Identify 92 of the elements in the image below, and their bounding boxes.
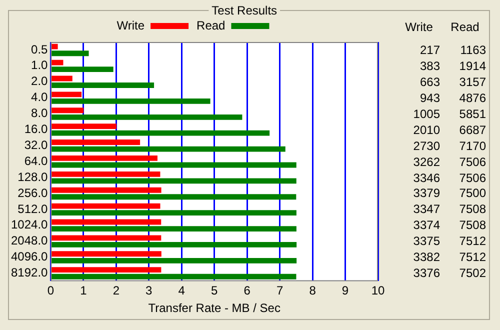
text: Read <box>450 20 480 34</box>
text: 7508 <box>458 218 486 232</box>
bar <box>51 60 64 66</box>
bar <box>51 210 296 216</box>
y-tick-label: 256.0 <box>18 186 48 200</box>
bar <box>51 226 296 232</box>
bar <box>51 178 296 184</box>
y-tick-label: 2048.0 <box>11 234 48 248</box>
text: 3382 <box>412 250 440 264</box>
x-tick-label: 10 <box>371 284 385 298</box>
text: 1914 <box>458 58 486 73</box>
text: 7170 <box>458 138 486 153</box>
text: 4876 <box>458 90 486 105</box>
y-tick-label: 32.0 <box>24 138 48 152</box>
text: Write <box>404 20 434 34</box>
text: 3262 <box>412 154 440 169</box>
text: 663 <box>418 74 440 89</box>
text: 7506 <box>458 170 486 185</box>
text: 383 <box>418 58 440 73</box>
bar <box>51 108 84 114</box>
x-tick-label: 9 <box>342 284 349 298</box>
x-tick-label: 7 <box>276 284 284 298</box>
x-tick-label: 0 <box>47 284 54 298</box>
legend-label: Write <box>116 18 145 32</box>
chart-title: Test Results <box>212 3 278 18</box>
bar <box>51 114 242 120</box>
text: 1163 <box>459 42 486 57</box>
text: 5851 <box>458 106 486 121</box>
y-tick-label: 0.5 <box>31 42 48 56</box>
bar <box>51 194 296 200</box>
text: 3376 <box>412 266 440 280</box>
text: 943 <box>418 90 440 105</box>
x-tick-label: 1 <box>80 284 88 298</box>
bar <box>51 140 140 145</box>
x-tick-label: 3 <box>146 284 153 298</box>
x-tick-label: 6 <box>244 284 251 298</box>
bar <box>51 82 154 88</box>
y-tick-label: 1024.0 <box>11 218 48 232</box>
legend-label: Read <box>196 18 226 32</box>
y-tick-label: 2.0 <box>31 74 48 88</box>
text: 6687 <box>458 122 486 137</box>
bar <box>51 44 58 50</box>
text: 7508 <box>458 202 486 216</box>
x-tick-label: 5 <box>211 284 218 298</box>
bar <box>51 66 114 72</box>
bar <box>51 258 297 264</box>
bar <box>51 242 297 248</box>
bar <box>51 146 286 152</box>
y-tick-label: 64.0 <box>24 154 48 168</box>
bar <box>51 219 162 225</box>
bar <box>51 130 270 136</box>
bar <box>51 251 162 257</box>
text: 3346 <box>412 170 440 185</box>
bar <box>51 76 72 82</box>
x-tick-label: 2 <box>112 284 120 298</box>
text: 3347 <box>412 202 440 216</box>
bar <box>51 267 162 273</box>
bar <box>51 162 296 168</box>
text: 7512 <box>458 234 486 248</box>
text: 7506 <box>458 154 486 169</box>
x-tick-label: 8 <box>309 284 316 298</box>
bar <box>51 124 116 130</box>
bar <box>51 274 296 280</box>
y-tick-label: 128.0 <box>18 170 48 184</box>
bar <box>51 156 158 161</box>
text: 7512 <box>458 250 486 264</box>
y-tick-label: 512.0 <box>18 202 48 216</box>
bar <box>51 235 162 241</box>
bar <box>51 171 160 177</box>
text: 7502 <box>458 266 486 280</box>
y-tick-label: 1.0 <box>31 58 48 72</box>
x-tick-label: 4 <box>178 284 186 298</box>
text: 3379 <box>412 186 440 200</box>
bar <box>51 187 162 193</box>
y-tick-label: 16.0 <box>24 122 48 136</box>
text: 7500 <box>458 186 486 200</box>
text: 1005 <box>412 106 440 121</box>
text: 2010 <box>412 122 440 137</box>
bar <box>51 50 89 56</box>
y-tick-label: 8.0 <box>31 106 48 120</box>
bar <box>51 203 160 209</box>
text: 217 <box>418 42 440 57</box>
x-axis-title: Transfer Rate - MB / Sec <box>148 301 280 316</box>
text: 3157 <box>458 74 486 89</box>
text: 3374 <box>412 218 440 232</box>
y-tick-label: 4096.0 <box>11 250 48 264</box>
bar <box>51 92 82 98</box>
bar <box>51 98 210 104</box>
text: 2730 <box>412 138 440 153</box>
text: 3375 <box>412 234 440 248</box>
y-tick-label: 4.0 <box>31 90 48 104</box>
y-tick-label: 8192.0 <box>11 266 48 280</box>
